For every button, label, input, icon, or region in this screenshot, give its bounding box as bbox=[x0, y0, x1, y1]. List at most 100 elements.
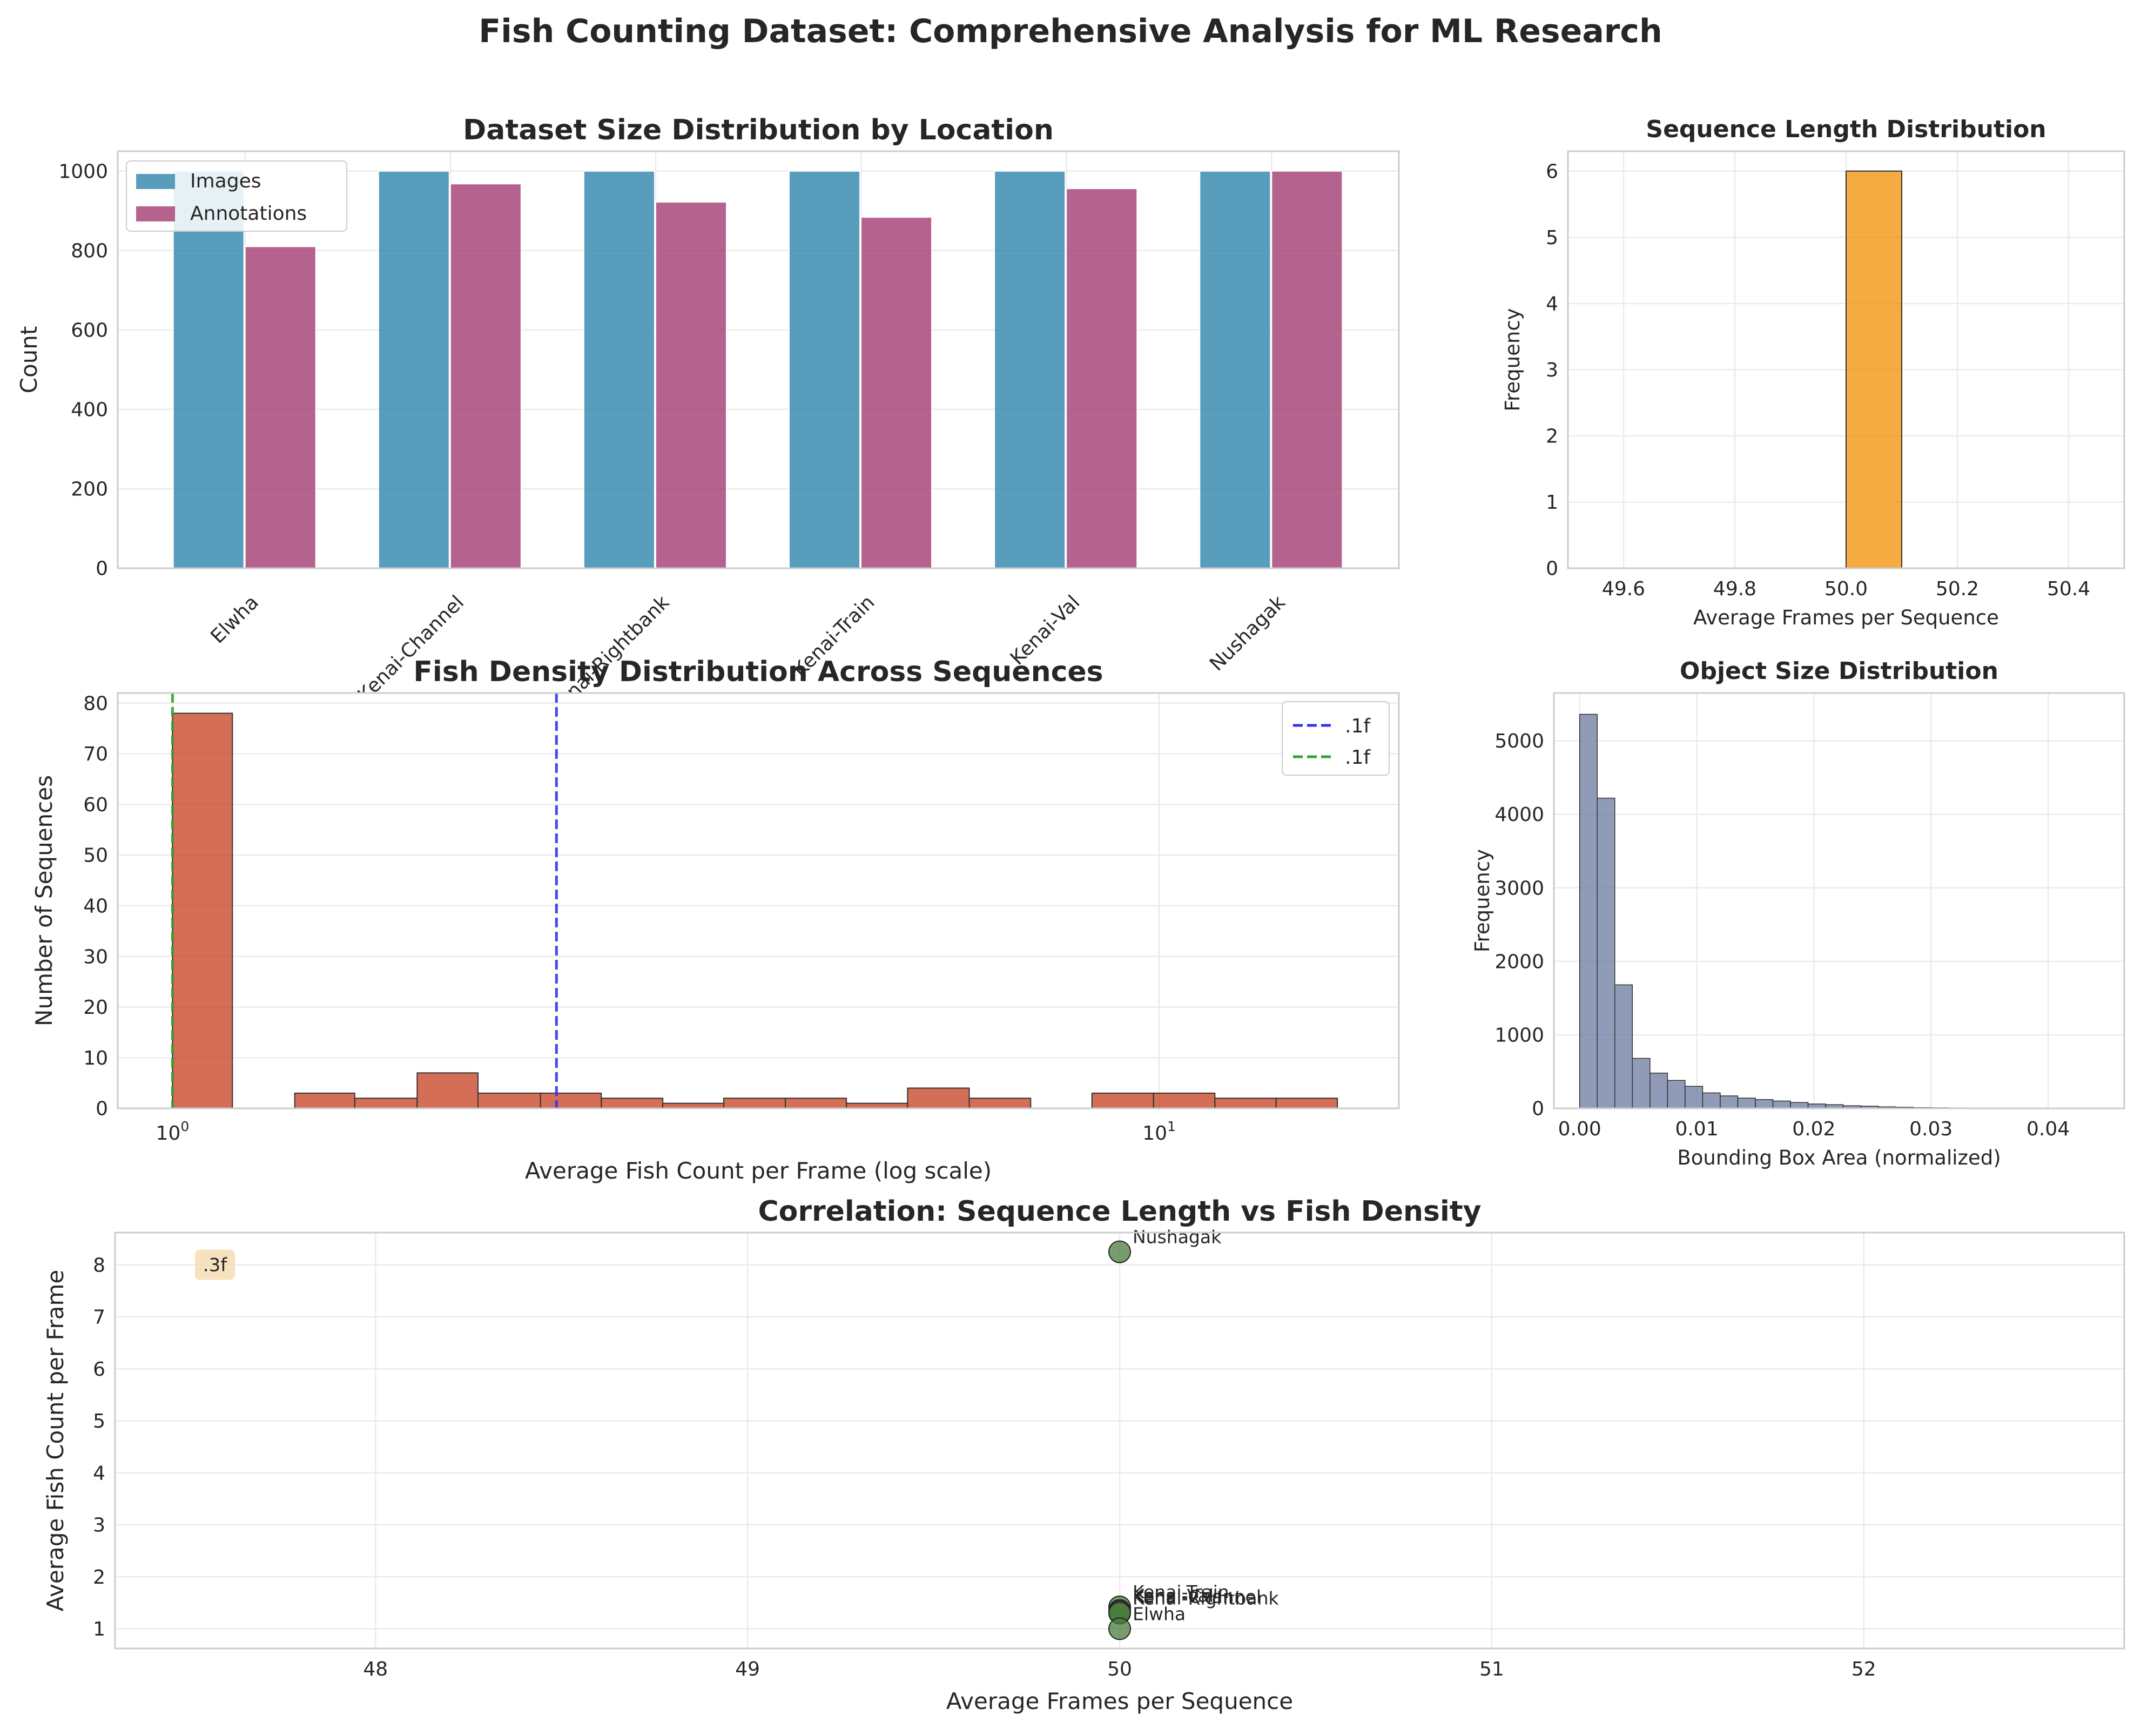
corr-xtick-label: 52 bbox=[1852, 1658, 1876, 1680]
corr-point-nushagak bbox=[1108, 1240, 1131, 1263]
corr-frame bbox=[114, 1232, 2125, 1650]
density-bar bbox=[354, 1098, 418, 1109]
objsize-ytick-label: 2000 bbox=[1494, 951, 1544, 973]
objsize-bar bbox=[1614, 984, 1633, 1109]
corr-xlabel: Average Frames per Sequence bbox=[946, 1688, 1293, 1714]
size-bar-annotations-elwha bbox=[244, 246, 317, 569]
corr-ytick-label: 4 bbox=[93, 1462, 105, 1484]
objsize-plot-area bbox=[1554, 693, 2124, 1108]
corr-ytick-label: 2 bbox=[93, 1566, 105, 1589]
corr-point-label: Nushagak bbox=[1133, 1227, 1222, 1248]
density-bar bbox=[172, 712, 233, 1109]
density-bar bbox=[723, 1098, 786, 1109]
density-ytick-label: 0 bbox=[96, 1098, 108, 1120]
size-ytick-label: 600 bbox=[71, 319, 108, 341]
objsize-ytick-label: 3000 bbox=[1494, 877, 1544, 899]
seqlen-ytick-label: 1 bbox=[1546, 492, 1558, 514]
density-plot-area bbox=[118, 693, 1399, 1108]
density-bar bbox=[477, 1092, 541, 1109]
density-bar bbox=[416, 1072, 479, 1109]
objsize-bar bbox=[1755, 1099, 1774, 1109]
seqlen-xtick-label: 49.6 bbox=[1602, 578, 1645, 600]
size-bar-images-kenai-channel bbox=[378, 170, 450, 569]
size-ytick-label: 0 bbox=[96, 558, 108, 580]
objsize-bar bbox=[1649, 1072, 1668, 1109]
seqlen-xtick-label: 50.2 bbox=[1936, 578, 1979, 600]
size-xtick-label: Elwha bbox=[206, 591, 263, 648]
objsize-ytick-label: 0 bbox=[1532, 1098, 1544, 1120]
objsize-bar bbox=[1667, 1080, 1686, 1109]
density-title: Fish Density Distribution Across Sequenc… bbox=[413, 656, 1103, 688]
density-legend-box bbox=[1282, 701, 1390, 776]
density-bar bbox=[1153, 1092, 1216, 1109]
size-ylabel: Count bbox=[16, 326, 42, 394]
size-bar-images-kenai-train bbox=[789, 170, 861, 569]
seqlen-bar bbox=[1846, 170, 1902, 569]
size-title: Dataset Size Distribution by Location bbox=[463, 114, 1054, 146]
corr-point-label: Elwha bbox=[1133, 1603, 1186, 1624]
corr-annotation: .3f bbox=[203, 1255, 227, 1276]
size-bar-annotations-kenai-channel bbox=[449, 183, 522, 569]
size-xtick-label: Kenai-Channel bbox=[354, 591, 469, 706]
density-ytick-label: 10 bbox=[83, 1047, 108, 1069]
density-bar bbox=[1091, 1092, 1154, 1109]
objsize-xtick-label: 0.02 bbox=[1792, 1118, 1835, 1140]
objsize-bar bbox=[1597, 797, 1615, 1109]
size-ytick-label: 400 bbox=[71, 399, 108, 421]
corr-xtick-label: 49 bbox=[735, 1658, 760, 1680]
panel-corr: 1 2 3 4 5 6 7 8 48 49 50 51 52 Nushagak Kenai-TrainKen… bbox=[42, 1195, 2125, 1714]
seqlen-ytick-label: 3 bbox=[1546, 359, 1558, 381]
density-ylabel: Number of Sequences bbox=[31, 775, 57, 1026]
objsize-bar bbox=[1685, 1086, 1704, 1109]
density-bar bbox=[601, 1098, 664, 1109]
size-bar-images-kenai-rightbank bbox=[583, 170, 655, 569]
corr-annotation-box bbox=[195, 1249, 235, 1280]
size-bar-annotations-kenai-train bbox=[860, 217, 933, 569]
size-bar-images-elwha bbox=[172, 170, 245, 569]
seqlen-ytick-label: 6 bbox=[1546, 160, 1558, 183]
objsize-ylabel: Frequency bbox=[1471, 849, 1494, 952]
corr-point-label: Kenai-Channel bbox=[1133, 1586, 1261, 1607]
objsize-bar bbox=[1579, 714, 1598, 1109]
size-legend: Images Annotations bbox=[126, 160, 347, 232]
seqlen-ytick-label: 0 bbox=[1546, 558, 1558, 580]
corr-xtick-label: 50 bbox=[1107, 1658, 1132, 1680]
seqlen-ytick-label: 2 bbox=[1546, 426, 1558, 448]
density-ytick-label: 60 bbox=[83, 794, 108, 816]
density-xtick-label: 100 bbox=[156, 1119, 190, 1145]
density-ytick-label: 80 bbox=[83, 692, 108, 715]
objsize-xtick-label: 0.03 bbox=[1909, 1118, 1953, 1140]
size-frame bbox=[117, 150, 1400, 569]
objsize-xlabel: Bounding Box Area (normalized) bbox=[1677, 1146, 2001, 1169]
density-legend: .1f.1f bbox=[1282, 701, 1390, 776]
objsize-ytick-label: 1000 bbox=[1494, 1024, 1544, 1046]
seqlen-xtick-label: 50.0 bbox=[1824, 578, 1868, 600]
corr-point-label: Kenai-Rightbank bbox=[1133, 1588, 1279, 1609]
objsize-bar bbox=[1632, 1058, 1651, 1109]
density-bar bbox=[540, 1092, 602, 1109]
objsize-bar bbox=[1737, 1098, 1756, 1109]
density-bar bbox=[907, 1087, 970, 1109]
size-xtick-label: Nushagak bbox=[1206, 591, 1290, 676]
objsize-ytick-label: 4000 bbox=[1494, 804, 1544, 826]
density-bar bbox=[1214, 1098, 1277, 1109]
panel-objsize: 0 1000 2000 3000 4000 5000 0.00 0.01 0.02 0.03 0.0… bbox=[1471, 657, 2125, 1169]
seqlen-ytick-label: 4 bbox=[1546, 293, 1558, 315]
corr-ytick-label: 5 bbox=[93, 1410, 105, 1432]
objsize-ytick-label: 5000 bbox=[1494, 730, 1544, 752]
corr-xtick-label: 48 bbox=[363, 1658, 388, 1680]
corr-ytick-label: 1 bbox=[93, 1618, 105, 1640]
objsize-bar bbox=[1720, 1095, 1739, 1109]
corr-ytick-label: 3 bbox=[93, 1515, 105, 1537]
seqlen-ylabel: Frequency bbox=[1501, 308, 1524, 411]
density-frame bbox=[117, 692, 1400, 1109]
size-legend-swatch bbox=[136, 206, 175, 221]
size-legend-box bbox=[126, 160, 347, 232]
panel-seqlen: 0 1 2 3 4 5 6 49.6 49.8 50.0 50.2 50.4 Sequence Leng… bbox=[1501, 116, 2125, 629]
objsize-frame bbox=[1553, 692, 2125, 1109]
corr-title: Correlation: Sequence Length vs Fish Den… bbox=[758, 1195, 1481, 1228]
objsize-bar bbox=[1702, 1092, 1721, 1109]
density-ytick-label: 50 bbox=[83, 845, 108, 867]
